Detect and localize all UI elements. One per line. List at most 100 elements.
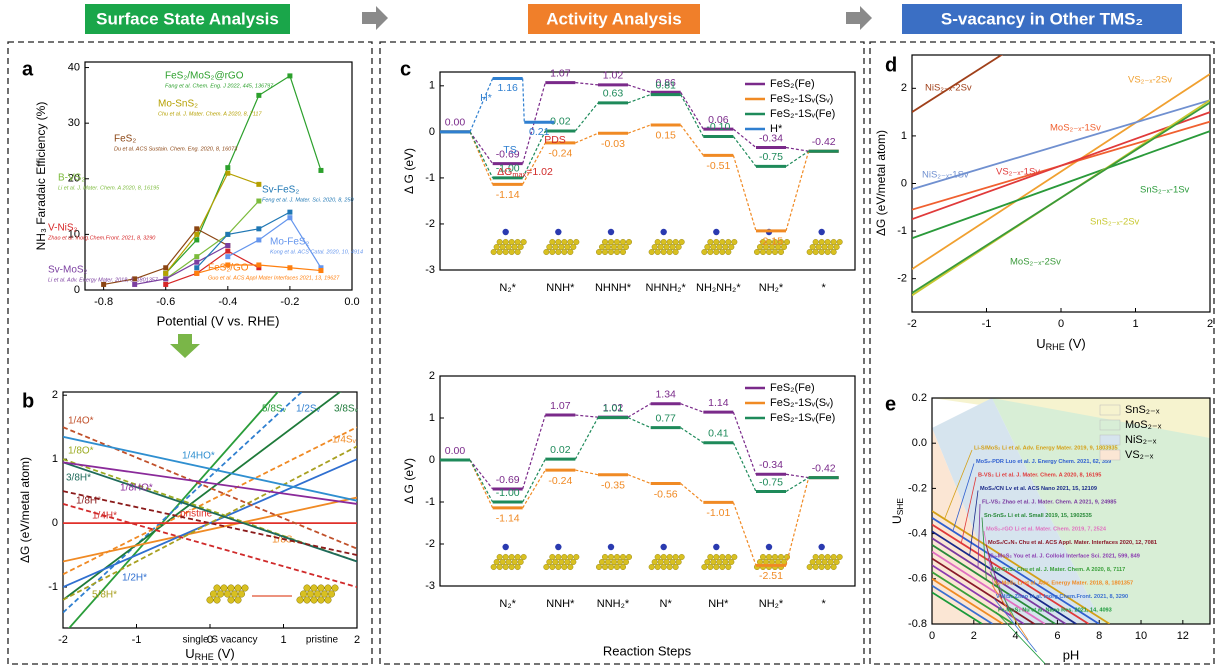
step-connector [469,459,494,490]
series-reference: Feng et al. J. Mater. Sci. 2020, 8, 250 [262,197,354,203]
annotation-part: =1.02 [526,166,553,178]
y-tick-label: 30 [68,117,80,129]
legend-label: SnS₂₋ₓ [1125,404,1160,416]
series-label: FeS₂/GO [208,263,249,274]
atom [313,590,322,598]
label-pointer [987,557,1012,617]
series-label: 5/8H* [92,590,117,601]
region-shade [932,398,1102,624]
atom [824,564,831,571]
x-axis-label: Reaction Steps [603,643,692,658]
y-tick-label: -0.2 [908,482,927,494]
x-tick-label: 10 [1135,630,1147,642]
atom [666,564,673,571]
legend-swatch [1099,419,1121,431]
atom [657,559,664,566]
x-tick-label: NNH₂* [597,598,630,610]
x-tick-label: -0.6 [156,296,175,308]
data-point [194,270,200,276]
atom [514,554,521,561]
series-label: Sᵥ-MoS₂ You et al. J. Colloid Interface … [990,553,1140,559]
x-axis-label: Potential (V vs. RHE) [157,313,280,328]
data-point [318,167,324,173]
adsorbate [713,228,720,236]
adsorbate [818,543,825,551]
series-line [932,591,983,624]
atom [827,243,834,250]
adsorbate [765,543,773,551]
atom [719,238,726,245]
series-label: Sv-FeS₂ [262,185,299,196]
step-connector [785,477,810,566]
legend-label: FeS₂(Fe) [770,382,815,394]
atom [836,238,843,245]
header-banner [528,4,700,34]
atom [599,243,606,250]
atom [617,559,624,566]
x-tick-label: NHNH* [595,282,632,294]
y-tick-label: 0.0 [912,437,927,449]
atom [561,554,568,561]
atom [704,243,711,250]
atom [561,238,568,245]
series-line [932,523,1090,624]
x-tick-label: -0.8 [94,296,113,308]
x-axis-label-part: (V) [1065,336,1086,351]
atom [754,248,761,255]
atom [608,564,615,571]
atom [317,596,325,604]
x-axis-label: URHE (V) [1036,336,1086,352]
panel-letter: a [22,58,34,80]
value-label: -0.42 [812,462,836,474]
y-axis-label: ΔG (eV/metal atom) [874,130,888,236]
atom [608,248,615,255]
atom [815,243,822,250]
series-line [63,458,357,588]
atom [502,554,509,561]
atom [666,248,673,255]
value-label: 1.07 [550,400,571,412]
y-tick-label: 2 [901,82,907,94]
step-connector [732,502,757,566]
step-connector [522,458,546,503]
atom [620,564,627,571]
atom [617,243,624,250]
atom [654,238,661,245]
atom [809,243,816,250]
series-label: MoS₂/C₃N₄ Chu et al. ACS Appl. Mater. In… [988,540,1157,546]
atom [651,243,658,250]
legend-label: FeS₂-1Sᵥ(Sᵥ) [770,397,833,409]
atom [327,590,336,598]
atom [648,564,655,571]
atom [223,590,232,598]
series-label: 5/8Sᵥ [262,404,287,415]
annotation-part: max [512,170,526,179]
atom [517,243,524,250]
step-connector [574,102,599,132]
y-tick-label: 10 [68,228,80,240]
atom [567,238,574,245]
atom [710,243,717,250]
data-point [225,170,231,176]
x-tick-label: NHNH₂* [646,282,687,294]
atom [552,559,559,566]
atom [227,596,235,604]
x-tick-label: -2 [907,318,917,330]
atom [830,238,837,245]
atom [626,238,633,245]
atom [602,554,609,561]
step-connector [680,124,704,156]
region-shade [992,398,1210,624]
data-point [256,226,262,232]
atom [493,559,500,566]
atom [508,248,515,255]
step-connector [522,414,546,490]
value-label: 1.02 [603,402,624,414]
x-tick-label: N* [660,598,673,610]
series-line [165,172,260,274]
atom [701,248,708,255]
value-label: 1.34 [655,389,676,401]
y-tick-label: 1 [52,453,58,465]
value-label: -2.15 [759,236,783,248]
legend-label: NiS₂₋ₓ [1125,434,1157,446]
